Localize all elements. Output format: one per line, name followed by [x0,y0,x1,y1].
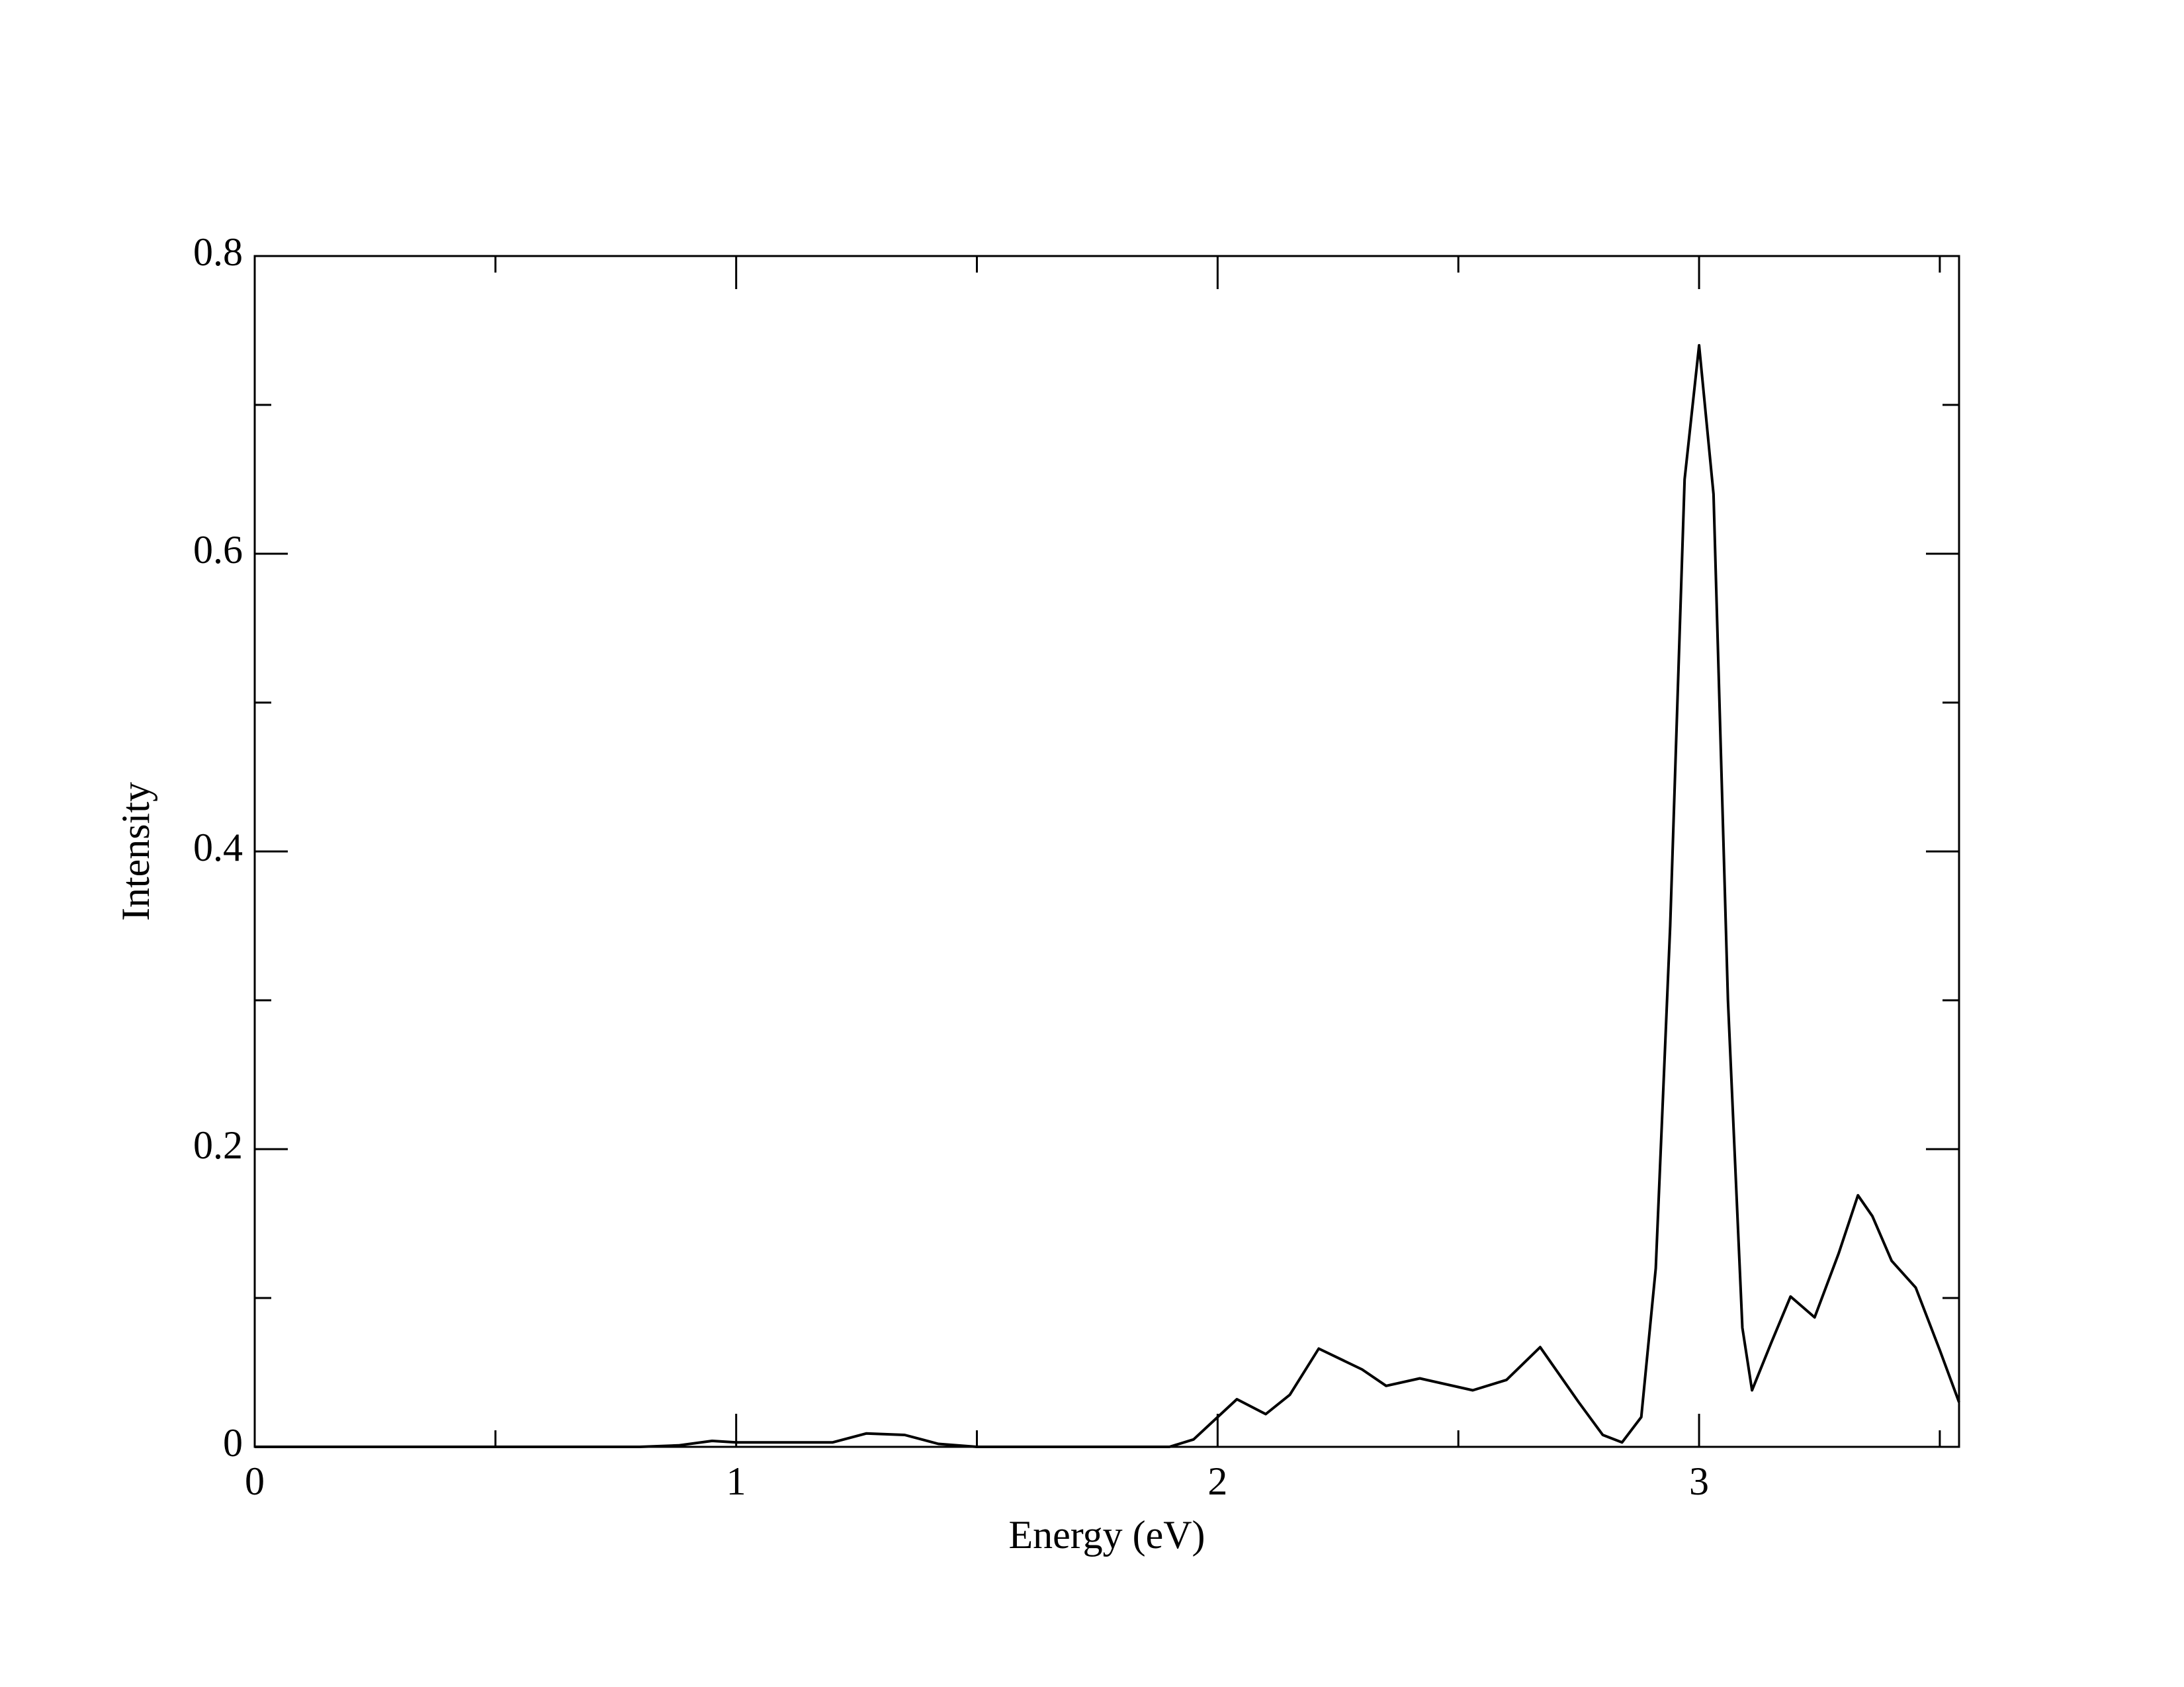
x-tick-label: 3 [1689,1459,1709,1503]
y-tick-label: 0.8 [193,230,243,274]
y-tick-label: 0 [223,1421,243,1465]
y-tick-label: 0.2 [193,1123,243,1167]
y-tick-label: 0.4 [193,826,243,869]
x-tick-label: 2 [1207,1459,1227,1503]
x-tick-label: 0 [245,1459,265,1503]
y-axis-label: Intensity [114,782,157,921]
y-tick-label: 0.6 [193,528,243,572]
data-line [255,344,1960,1448]
x-tick-label: 1 [726,1459,746,1503]
plot-frame [253,255,1960,1448]
x-axis-label: Energy (eV) [1008,1513,1205,1557]
